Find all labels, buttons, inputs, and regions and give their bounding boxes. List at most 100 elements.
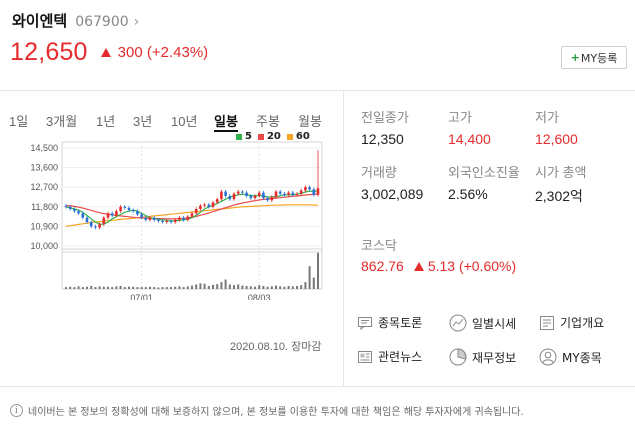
candle-body [249,195,253,199]
volume-bar [170,287,172,289]
volume-bar [275,285,277,289]
stat-label: 고가 [448,110,472,125]
tab-1day[interactable]: 1일 [9,114,29,129]
candle-body [228,195,232,200]
volume-bar [119,285,122,289]
y-tick-label: 13,600 [30,163,58,173]
volume-bar [262,285,265,289]
candle-body [148,217,152,220]
volume-bar [149,286,151,289]
divider [0,386,635,387]
my-register-button[interactable]: + MY등록 [561,46,627,69]
volume-bar [144,287,147,289]
stat-value: 12,600 [535,131,578,147]
candle-body [194,208,198,214]
current-price: 12,650 [10,38,88,66]
candle-body [77,211,80,214]
stat-low: 저가 12,600 [535,110,578,147]
candle-body [119,206,122,212]
stat-value: 2.56% [448,186,488,202]
tab-weekly[interactable]: 주봉 [256,114,280,129]
volume-bar [115,286,118,289]
tab-3month[interactable]: 3개월 [46,114,78,129]
legend-swatch [257,133,264,140]
volume-bar [270,286,273,289]
volume-bar [161,287,164,289]
candle-body [190,213,194,217]
link-company-overview[interactable]: 기업개요 [539,314,604,331]
volume-bar [90,285,93,289]
candle-body [224,191,227,196]
divider [343,91,344,387]
period-tabs: 1일 3개월 1년 3년 10년 일봉 주봉 월봉 [0,111,343,132]
volume-bar [296,285,298,289]
daily-price-icon [449,314,467,332]
link-daily-price[interactable]: 일별시세 [449,314,516,332]
candle-body [173,219,177,223]
chevron-right-icon[interactable]: › [133,14,140,30]
stat-prev-close: 전일종가 12,350 [361,110,409,147]
candle-body [131,210,135,212]
candle-body [283,193,286,195]
volume-bar [77,286,80,289]
legend-label: 5 [245,131,252,142]
tab-3year[interactable]: 3년 [133,114,153,129]
link-news[interactable]: 관련뉴스 [357,348,422,365]
stat-high: 고가 14,400 [448,110,491,147]
volume-bar [132,286,135,289]
link-my-stock[interactable]: MY종목 [539,348,602,366]
candle-body [98,224,101,228]
link-label: 종목토론 [378,316,423,330]
candle-body [169,220,173,223]
index-row: 862.76 5.13 (+0.60%) [361,258,516,274]
candle-body [236,191,240,194]
candle-body [186,216,190,220]
stat-label: 시가 총액 [535,165,587,180]
stock-name[interactable]: 와이엔텍 [12,12,68,30]
legend-item-ma60: 60 [286,131,310,142]
index-change: 5.13 (+0.60%) [427,258,517,274]
volume-bar [94,287,97,289]
info-icon: i [10,404,23,417]
link-discussion[interactable]: 종목토론 [357,314,422,331]
x-tick-label: 07/01 [130,293,153,300]
index-value: 862.76 [361,258,404,274]
legend-item-ma20: 20 [257,131,281,142]
candle-body [287,192,290,195]
candle-body [274,191,278,197]
volume-bar [237,284,240,289]
disclaimer-text: 네이버는 본 정보의 정확성에 대해 보증하지 않으며, 본 정보를 이용한 투… [28,407,524,418]
link-label: 기업개요 [560,316,605,330]
candle-body [199,205,202,209]
volume-bar [73,287,76,289]
candle-body [81,213,85,218]
volume-bar [287,285,290,289]
candle-body [136,211,139,215]
volume-bar [174,286,177,289]
volume-bar [199,283,202,289]
volume-bar [195,284,198,289]
price-chart[interactable]: 14,500 13,600 12,700 11,800 10,900 10,000 07/0… [0,140,340,300]
stock-header[interactable]: 와이엔텍 067900 › [12,10,139,31]
volume-bar [153,287,156,289]
link-finance[interactable]: 재무정보 [449,348,516,366]
volume-bar [69,286,72,289]
disclaimer: i 네이버는 본 정보의 정확성에 대해 보증하지 않으며, 본 정보를 이용한… [10,403,524,418]
volume-bar [228,284,231,289]
my-stock-icon [539,348,557,366]
candle-body [161,220,164,223]
tab-10year[interactable]: 10년 [171,114,198,129]
candle-body [291,192,295,195]
volume-bar [207,285,210,289]
candle-body [312,189,316,195]
tab-daily[interactable]: 일봉 [214,111,238,132]
candle-body [152,217,156,220]
tab-monthly[interactable]: 월봉 [298,114,322,129]
candle-body [157,219,160,221]
volume-bar [140,287,143,289]
volume-bar [304,282,307,289]
date-label: 2020.08.10. 장마감 [230,341,322,353]
tab-1year[interactable]: 1년 [96,114,116,129]
candle-body [64,205,68,207]
volume-bar [279,286,282,289]
